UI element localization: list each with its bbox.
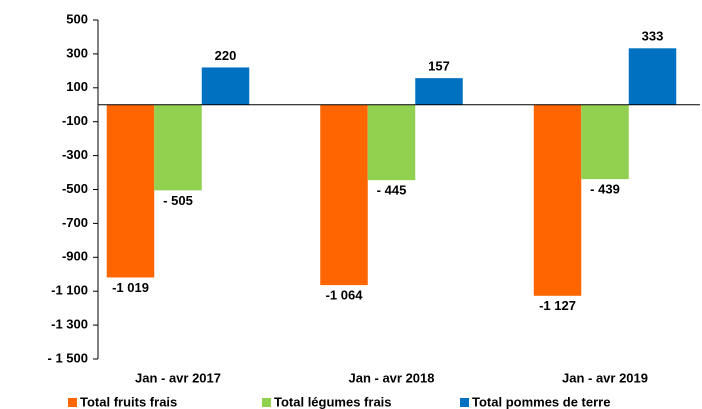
data-label: 220 bbox=[215, 48, 237, 63]
y-tick-label: -900 bbox=[62, 249, 88, 264]
y-tick-label: -300 bbox=[62, 147, 88, 162]
y-tick-label: -100 bbox=[62, 113, 88, 128]
data-label: 333 bbox=[642, 29, 664, 44]
data-label: -1 064 bbox=[326, 288, 364, 303]
bar bbox=[581, 104, 629, 180]
data-label: -1 127 bbox=[539, 298, 576, 313]
y-tick-label: 100 bbox=[66, 79, 88, 94]
bar bbox=[106, 104, 155, 278]
data-label: 157 bbox=[428, 59, 450, 74]
data-label: - 439 bbox=[590, 182, 620, 197]
bar bbox=[320, 104, 368, 286]
y-tick-label: - 1 500 bbox=[48, 350, 88, 365]
bar bbox=[415, 78, 463, 105]
y-tick-label: 300 bbox=[66, 45, 88, 60]
x-tick-label: Jan - avr 2017 bbox=[135, 370, 221, 385]
bar bbox=[367, 104, 416, 181]
data-label: - 505 bbox=[163, 193, 193, 208]
bar bbox=[201, 67, 250, 105]
bar bbox=[154, 104, 202, 191]
y-tick-label: 500 bbox=[66, 11, 88, 26]
y-tick-label: -700 bbox=[62, 215, 88, 230]
legend-label: Total pommes de terre bbox=[472, 394, 610, 409]
legend-swatch bbox=[460, 398, 469, 407]
data-label: -1 019 bbox=[112, 280, 149, 295]
bar bbox=[628, 48, 677, 105]
legend-label: Total légumes frais bbox=[274, 394, 392, 409]
legend-swatch bbox=[262, 398, 271, 407]
x-tick-label: Jan - avr 2019 bbox=[562, 370, 648, 385]
bar bbox=[533, 104, 582, 296]
legend-swatch bbox=[68, 398, 77, 407]
y-tick-label: -1 300 bbox=[51, 317, 88, 332]
y-tick-label: -1 100 bbox=[51, 283, 88, 298]
x-tick-label: Jan - avr 2018 bbox=[348, 370, 434, 385]
y-tick-label: -500 bbox=[62, 181, 88, 196]
legend-label: Total fruits frais bbox=[80, 394, 177, 409]
data-label: - 445 bbox=[377, 183, 407, 198]
